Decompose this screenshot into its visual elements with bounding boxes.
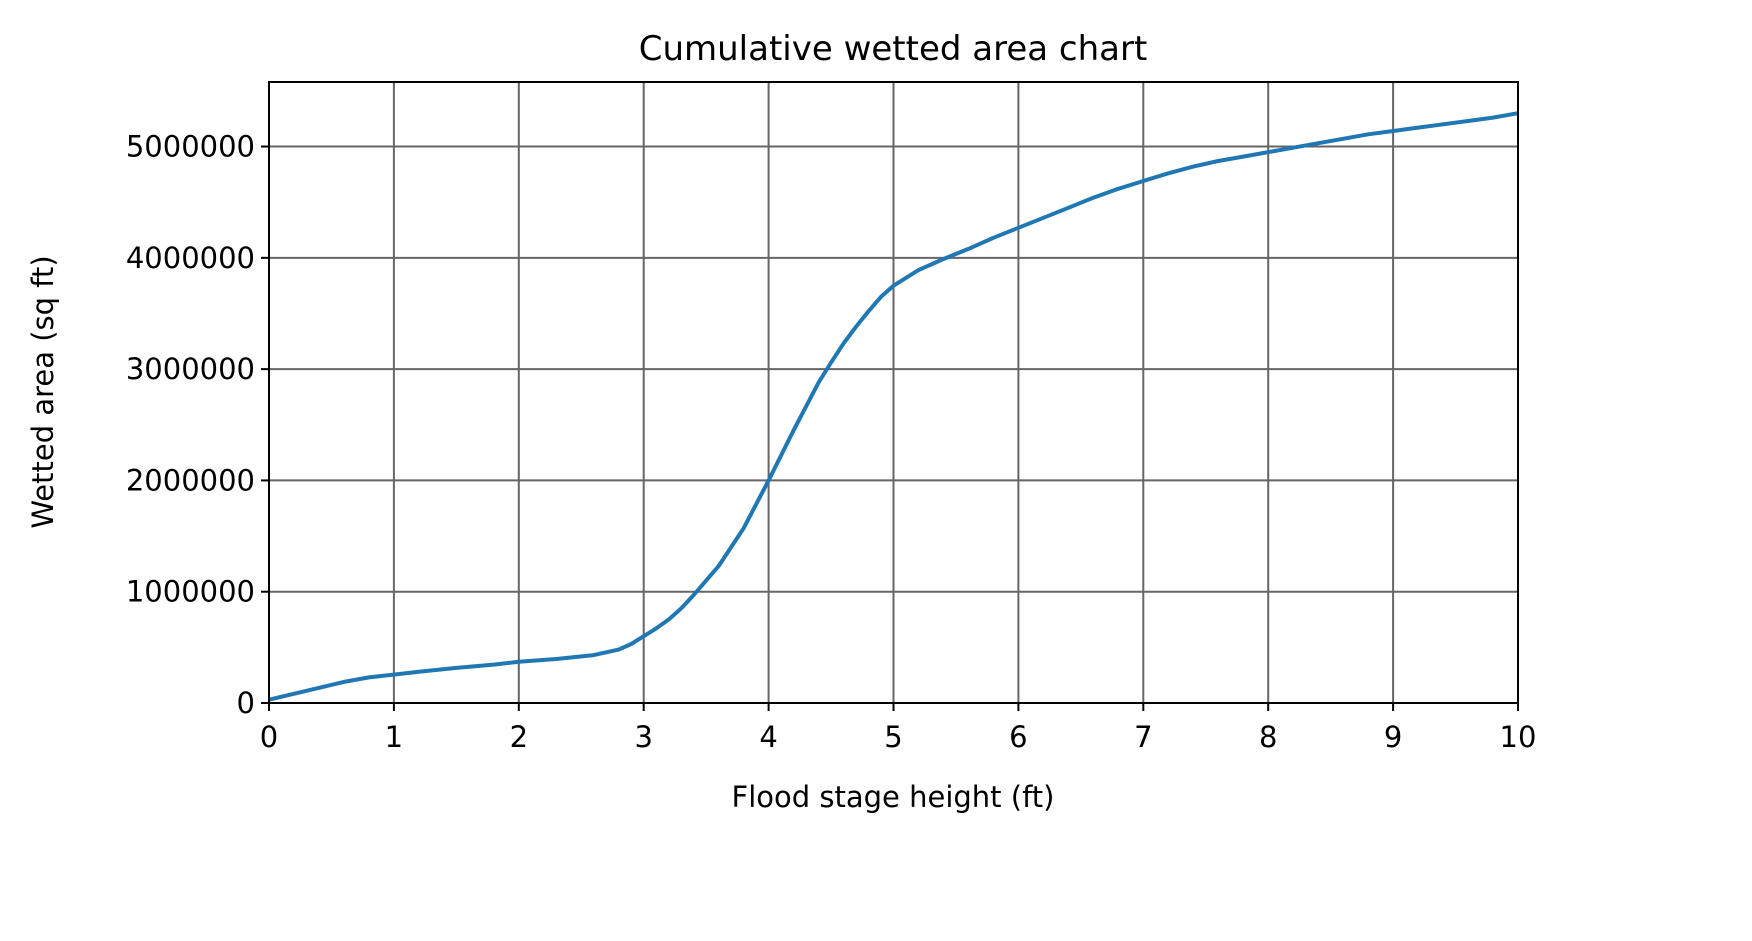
x-tick-label: 0 bbox=[260, 720, 278, 754]
series-line bbox=[268, 111, 1519, 702]
y-tick-label: 0 bbox=[237, 686, 255, 720]
x-tick-label: 4 bbox=[759, 720, 777, 754]
x-tick-label: 10 bbox=[1500, 720, 1537, 754]
x-tick-label: 7 bbox=[1134, 720, 1152, 754]
x-tick-label: 1 bbox=[385, 720, 403, 754]
chart-title: Cumulative wetted area chart bbox=[639, 29, 1148, 69]
x-tick-label: 2 bbox=[510, 720, 528, 754]
y-tick-label: 5000000 bbox=[126, 130, 255, 164]
x-tick-label: 5 bbox=[884, 720, 902, 754]
series-layer bbox=[268, 111, 1519, 702]
x-tick-label: 9 bbox=[1384, 720, 1402, 754]
x-tick-label: 8 bbox=[1259, 720, 1277, 754]
y-axis-label: Wetted area (sq ft) bbox=[26, 255, 60, 528]
y-tick-label: 2000000 bbox=[126, 463, 255, 497]
x-tick-label: 6 bbox=[1009, 720, 1027, 754]
y-tick-label: 1000000 bbox=[126, 575, 255, 609]
x-tick-label: 3 bbox=[634, 720, 652, 754]
y-tick-label: 3000000 bbox=[126, 352, 255, 386]
y-tick-label: 4000000 bbox=[126, 241, 255, 275]
x-axis: 0 1 2 3 4 5 6 7 8 9 10 bbox=[260, 703, 1537, 754]
x-axis-label: Flood stage height (ft) bbox=[732, 780, 1055, 814]
grid bbox=[268, 82, 1519, 704]
y-axis: 0 1000000 2000000 3000000 4000000 5000000 bbox=[126, 130, 269, 720]
